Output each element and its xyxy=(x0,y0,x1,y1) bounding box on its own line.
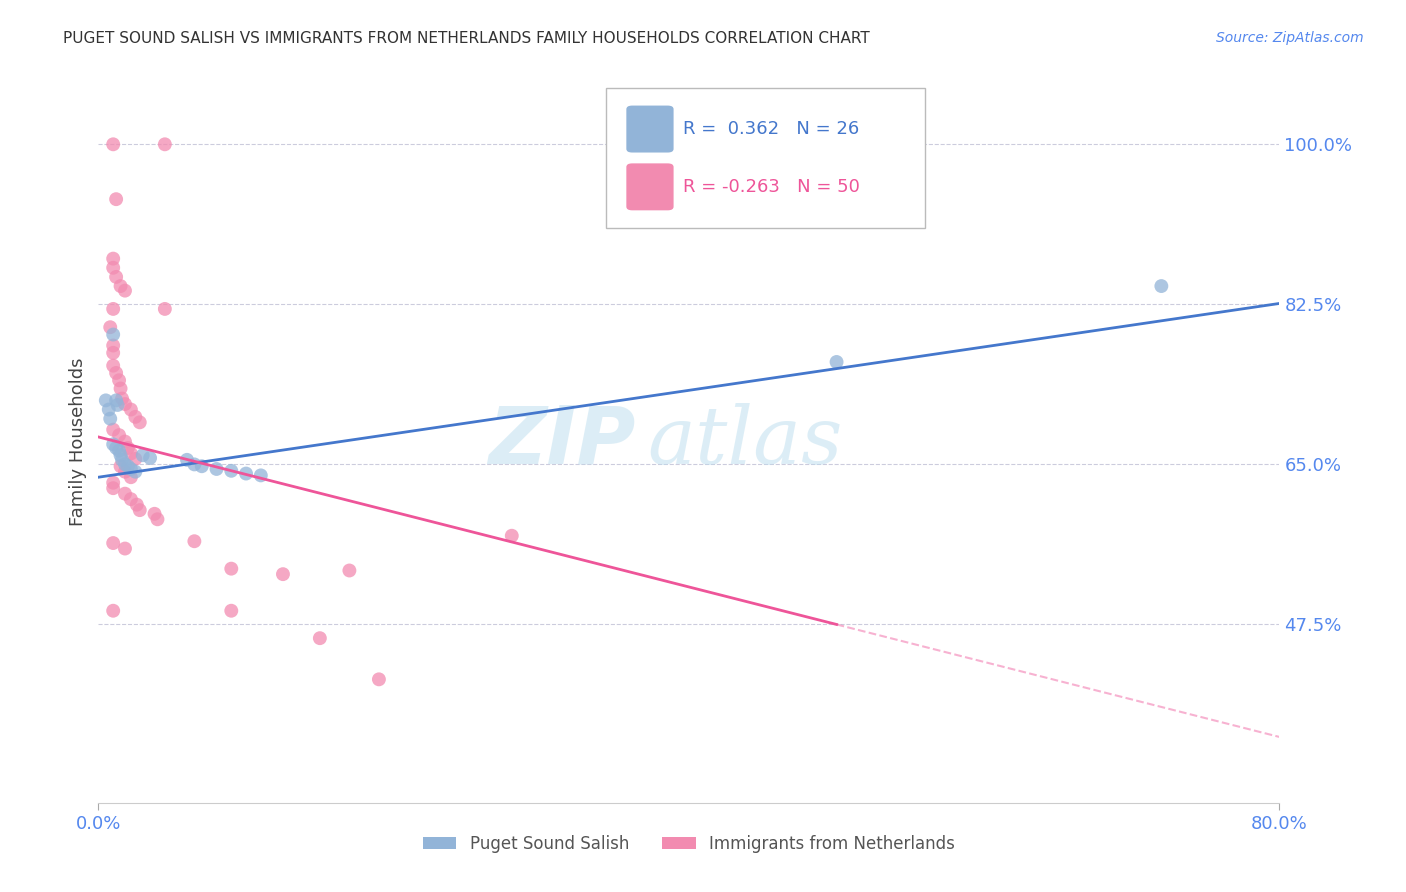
Point xyxy=(124,465,146,479)
Point xyxy=(103,536,125,550)
Point xyxy=(221,464,243,478)
Point xyxy=(111,453,134,467)
Point xyxy=(825,355,848,369)
Point xyxy=(128,503,150,517)
Point xyxy=(221,562,243,576)
Point xyxy=(103,346,125,360)
Point xyxy=(309,631,332,645)
Text: Source: ZipAtlas.com: Source: ZipAtlas.com xyxy=(1216,31,1364,45)
Text: atlas: atlas xyxy=(648,403,844,480)
Legend: Puget Sound Salish, Immigrants from Netherlands: Puget Sound Salish, Immigrants from Neth… xyxy=(416,828,962,860)
FancyBboxPatch shape xyxy=(606,87,925,228)
Point xyxy=(105,441,128,455)
FancyBboxPatch shape xyxy=(626,105,673,153)
Point xyxy=(105,366,128,380)
Point xyxy=(235,467,257,481)
Point xyxy=(107,398,129,412)
Point xyxy=(143,507,166,521)
Point xyxy=(110,448,132,462)
Point xyxy=(114,465,136,479)
Point xyxy=(146,512,169,526)
Point xyxy=(128,415,150,429)
Point xyxy=(271,567,294,582)
Point xyxy=(120,446,142,460)
Point xyxy=(103,327,125,342)
Point xyxy=(108,428,131,442)
Point xyxy=(103,423,125,437)
Point xyxy=(132,448,155,462)
Point xyxy=(176,453,198,467)
Point xyxy=(97,402,120,417)
Point xyxy=(205,462,228,476)
Point xyxy=(98,411,121,425)
Point xyxy=(114,284,136,298)
Point xyxy=(117,441,139,455)
Point xyxy=(110,279,132,293)
Point xyxy=(1150,279,1173,293)
Point xyxy=(501,529,523,543)
Text: PUGET SOUND SALISH VS IMMIGRANTS FROM NETHERLANDS FAMILY HOUSEHOLDS CORRELATION : PUGET SOUND SALISH VS IMMIGRANTS FROM NE… xyxy=(63,31,870,46)
Point xyxy=(110,382,132,396)
Text: R = -0.263   N = 50: R = -0.263 N = 50 xyxy=(683,178,860,196)
Point xyxy=(105,192,128,206)
Point xyxy=(221,604,243,618)
Point xyxy=(103,260,125,275)
Point xyxy=(153,301,176,316)
Point xyxy=(103,338,125,352)
Point xyxy=(103,359,125,373)
Point xyxy=(103,437,125,451)
Point xyxy=(114,434,136,449)
Point xyxy=(114,541,136,556)
Point xyxy=(120,462,142,476)
Text: R =  0.362   N = 26: R = 0.362 N = 26 xyxy=(683,120,859,138)
Point xyxy=(98,320,121,334)
Point xyxy=(108,443,131,458)
Point xyxy=(103,604,125,618)
Point xyxy=(183,534,205,549)
Point xyxy=(139,450,162,465)
Point xyxy=(117,459,139,474)
Point xyxy=(94,393,117,408)
Point xyxy=(103,252,125,266)
Point xyxy=(108,373,131,387)
Point xyxy=(250,468,273,483)
FancyBboxPatch shape xyxy=(626,163,673,211)
Point xyxy=(153,137,176,152)
Point xyxy=(110,459,132,474)
Point xyxy=(114,397,136,411)
Point xyxy=(368,673,391,687)
Point xyxy=(124,451,146,466)
Point xyxy=(111,392,134,406)
Point xyxy=(124,409,146,424)
Point xyxy=(120,470,142,484)
Point xyxy=(125,498,148,512)
Point xyxy=(339,564,361,578)
Point xyxy=(120,492,142,507)
Point xyxy=(103,137,125,152)
Point xyxy=(105,269,128,284)
Point xyxy=(191,459,214,474)
Text: ZIP: ZIP xyxy=(488,402,636,481)
Point xyxy=(103,475,125,490)
Point xyxy=(103,481,125,495)
Point xyxy=(103,301,125,316)
Y-axis label: Family Households: Family Households xyxy=(69,358,87,525)
Point xyxy=(114,486,136,500)
Point xyxy=(105,393,128,408)
Point xyxy=(120,402,142,417)
Point xyxy=(114,458,136,472)
Point xyxy=(183,458,205,472)
